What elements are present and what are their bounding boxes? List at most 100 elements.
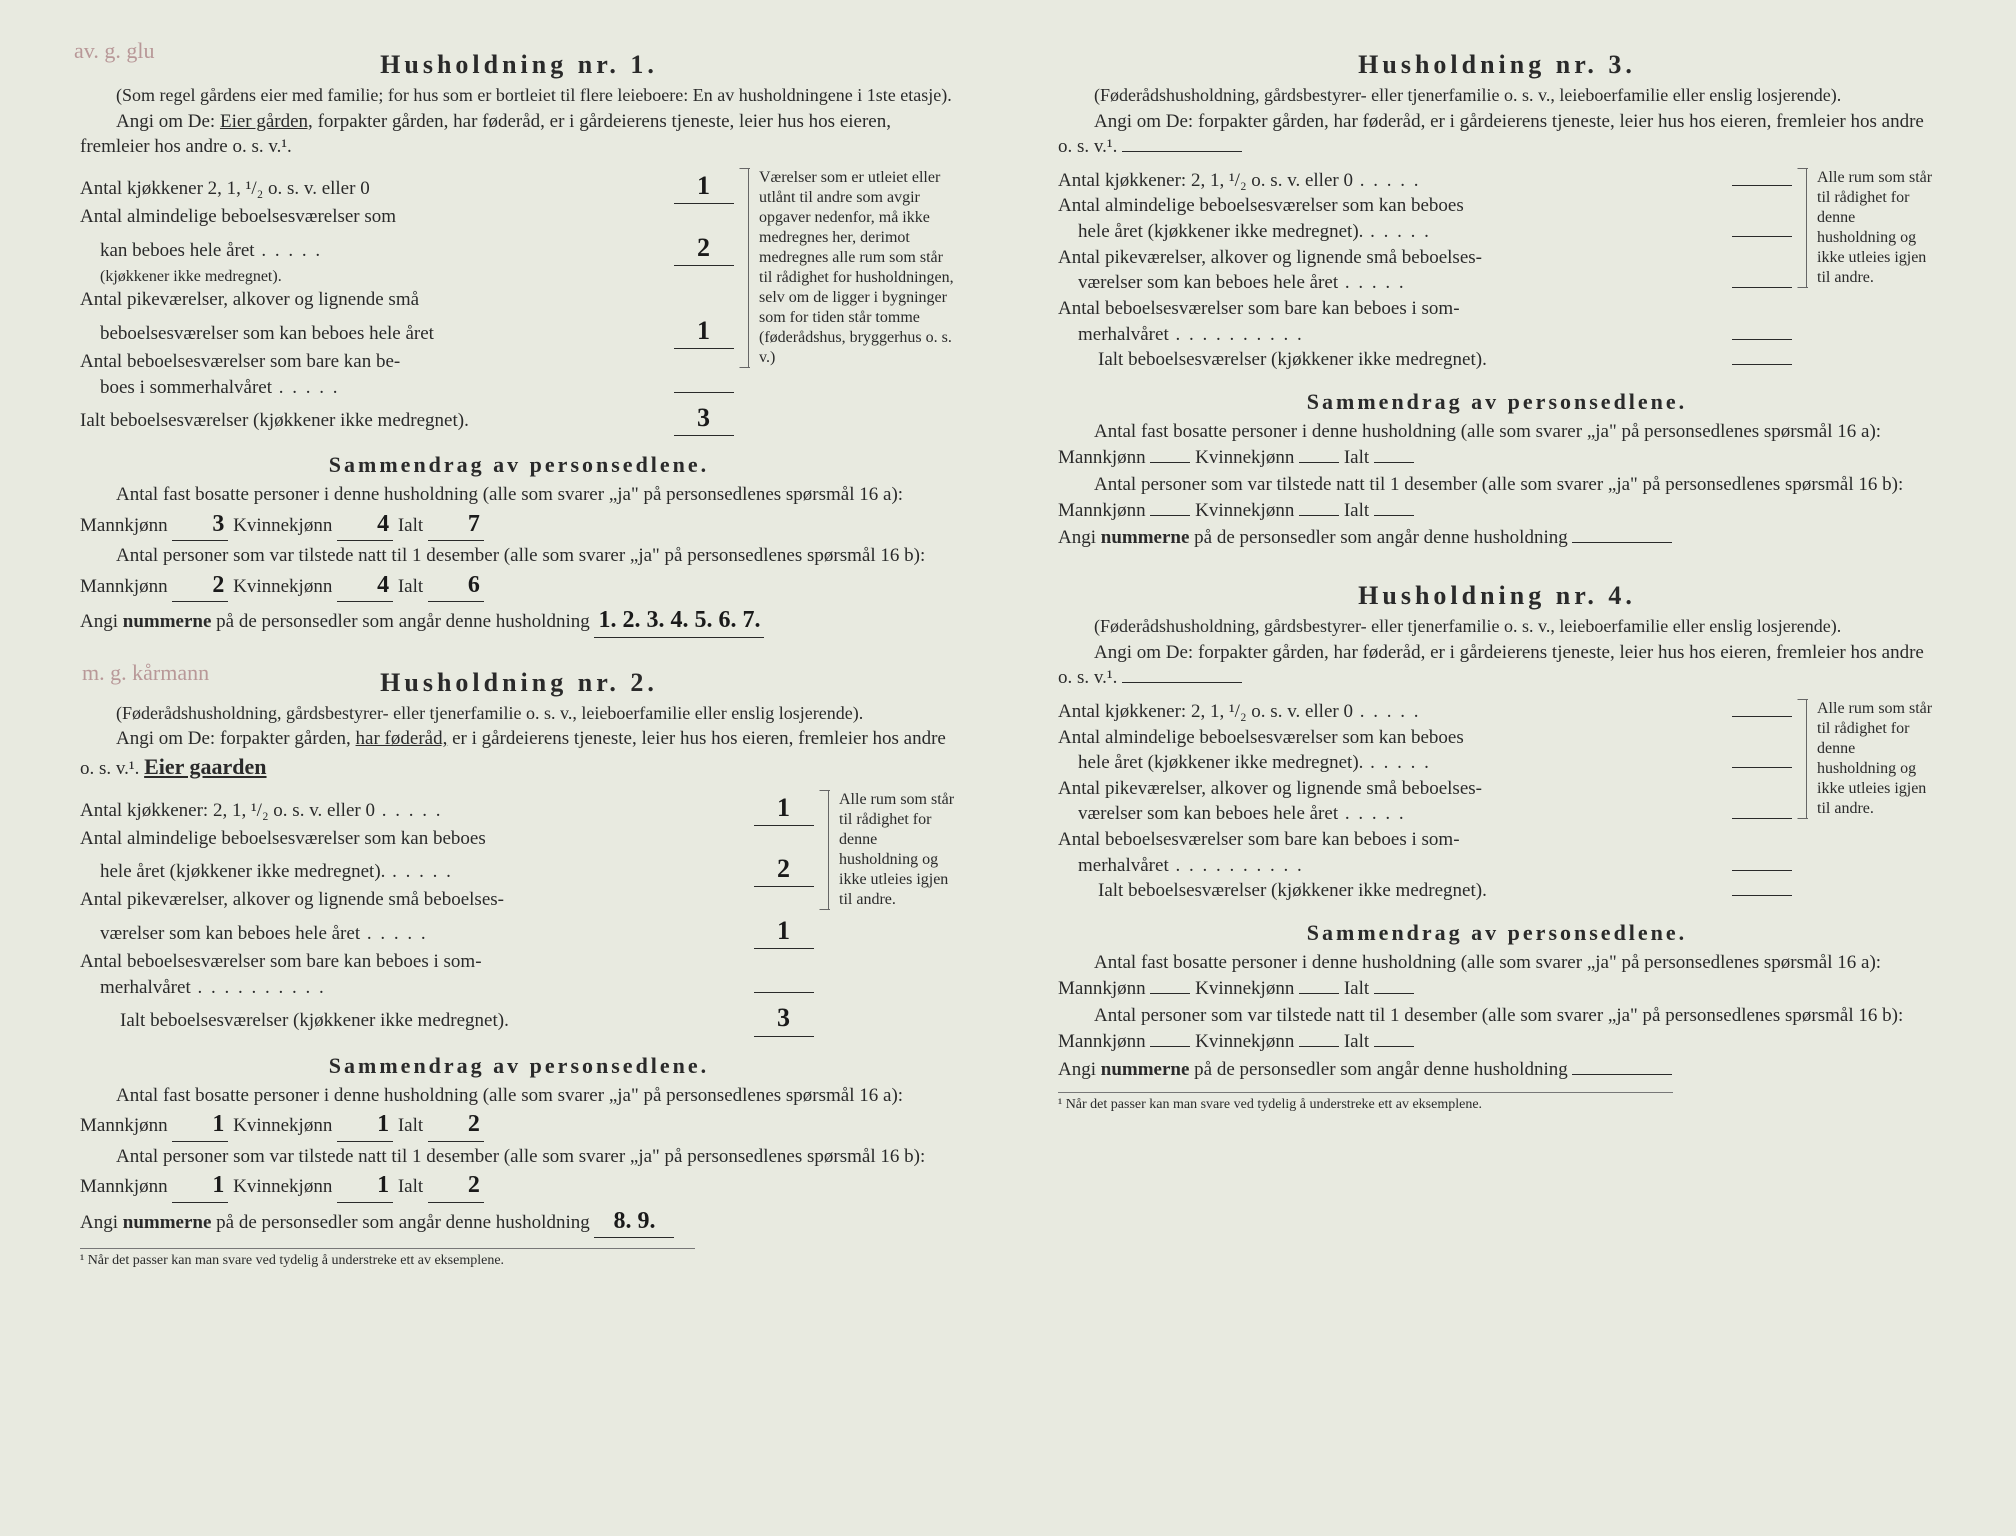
s2-i: 2: [428, 1169, 484, 1202]
s2-i: 6: [428, 569, 484, 602]
s2-m: 2: [172, 569, 228, 602]
s3-val: 1. 2. 3. 4. 5. 6. 7.: [594, 604, 764, 637]
r2b-val: [1732, 767, 1792, 768]
h1-title: Husholdning nr. 1.: [80, 50, 958, 80]
h1-r1: Antal kjøkkener 2, 1, ¹/₂ o. s. v. eller…: [80, 168, 734, 204]
h2-r1: Antal kjøkkener: 2, 1, ¹/₂ o. s. v. elle…: [80, 790, 814, 826]
h1-s2: Antal personer som var tilstede natt til…: [80, 543, 958, 602]
r5-val: [1732, 364, 1792, 365]
r4b-label: merhalvåret: [1058, 322, 1724, 348]
dots-icon: [1353, 701, 1421, 722]
mann-label: Mannkjønn: [1058, 978, 1146, 999]
ialt-label: Ialt: [1344, 447, 1369, 468]
r2b-label: hele året (kjøkkener ikke medregnet).: [1058, 750, 1724, 776]
pencil-note-1: av. g. glu: [74, 38, 154, 64]
ialt-label: Ialt: [1344, 1031, 1369, 1052]
s1-m: 3: [172, 508, 228, 541]
h1-r2a: Antal almindelige beboelsesværelser som: [80, 204, 734, 230]
r4b-label: merhalvåret: [1058, 853, 1724, 879]
h3-rows-block: Antal kjøkkener: 2, 1, ¹/₂ o. s. v. elle…: [1058, 168, 1936, 373]
h3-r3b: værelser som kan beboes hele året: [1058, 270, 1792, 296]
h4-intro: (Føderådshusholdning, gårdsbestyrer- ell…: [1058, 615, 1936, 638]
h3-r2b: hele året (kjøkkener ikke medregnet).: [1058, 219, 1792, 245]
s2-m: [1150, 515, 1190, 516]
mann-label: Mannkjønn: [80, 1115, 168, 1136]
angi-prefix: Angi om De:: [116, 728, 215, 749]
s3-pre: Angi: [1058, 1059, 1096, 1080]
fill-line: [1122, 682, 1242, 683]
ialt-label: Ialt: [1344, 978, 1369, 999]
angi-prefix: Angi om De:: [116, 111, 215, 132]
h2-r3b: værelser som kan beboes hele året 1: [80, 913, 814, 949]
h4-title: Husholdning nr. 4.: [1058, 581, 1936, 611]
mann-label: Mannkjønn: [80, 1176, 168, 1197]
h1-r3a: Antal pikeværelser, alkover og lignende …: [80, 287, 734, 313]
h4-r4a: Antal beboelsesværelser som bare kan beb…: [1058, 827, 1792, 853]
h1-angi: Angi om De: Eier gården, forpakter gårde…: [80, 109, 958, 160]
s2-k: 4: [337, 569, 393, 602]
h3-summary-title: Sammendrag av personsedlene.: [1058, 389, 1936, 415]
s1-m: [1150, 993, 1190, 994]
s2-m: [1150, 1046, 1190, 1047]
s3-pre: Angi: [1058, 527, 1096, 548]
r4b-val: [1732, 339, 1792, 340]
h3-angi: Angi om De: forpakter gården, har føderå…: [1058, 109, 1936, 160]
h1-sidenote: Værelser som er utleiet eller utlånt til…: [748, 168, 958, 368]
r4b-val: [1732, 870, 1792, 871]
angi-text: forpakter gården,: [220, 728, 351, 749]
mann-label: Mannkjønn: [1058, 500, 1146, 521]
s3-pre: Angi: [80, 611, 118, 632]
kvinne-label: Kvinnekjønn: [1195, 1031, 1294, 1052]
kvinne-label: Kvinnekjønn: [1195, 978, 1294, 999]
kvinne-label: Kvinnekjønn: [233, 1176, 332, 1197]
r2b-val: 2: [674, 230, 734, 266]
s1-pre: Antal fast bosatte personer i denne hush…: [1094, 421, 1881, 442]
r5-label: Ialt beboelsesværelser (kjøkkener ikke m…: [1058, 878, 1724, 904]
h2-r4b: merhalvåret: [80, 975, 814, 1001]
s3-bold: nummerne: [123, 611, 212, 632]
h2-r2a: Antal almindelige beboelsesværelser som …: [80, 826, 814, 852]
household-3: Husholdning nr. 3. (Føderådshusholdning,…: [1058, 50, 1936, 551]
s1-pre: Antal fast bosatte personer i denne hush…: [1094, 952, 1881, 973]
h3-r1: Antal kjøkkener: 2, 1, ¹/₂ o. s. v. elle…: [1058, 168, 1792, 194]
h3-s3: Angi nummerne på de personsedler som ang…: [1058, 525, 1936, 551]
r1-label: Antal kjøkkener 2, 1, ¹/₂ o. s. v. eller…: [80, 176, 666, 202]
fill-line: [1122, 151, 1242, 152]
h2-rows-block: Antal kjøkkener: 2, 1, ¹/₂ o. s. v. elle…: [80, 790, 958, 1037]
r4b-label: boes i sommerhalvåret: [80, 375, 666, 401]
r5-val: 3: [674, 400, 734, 436]
kvinne-label: Kvinnekjønn: [1195, 500, 1294, 521]
dots-icon: [375, 800, 443, 821]
dots-icon: [1338, 272, 1406, 293]
s3-pre: Angi: [80, 1212, 118, 1233]
r4b-val: [754, 992, 814, 993]
h4-s2: Antal personer som var tilstede natt til…: [1058, 1003, 1936, 1054]
h2-s2: Antal personer som var tilstede natt til…: [80, 1144, 958, 1203]
s1-m: 1: [172, 1108, 228, 1141]
r3b-label: beboelsesværelser som kan beboes hele år…: [80, 321, 666, 347]
h1-s1: Antal fast bosatte personer i denne hush…: [80, 482, 958, 541]
h3-r3a: Antal pikeværelser, alkover og lignende …: [1058, 245, 1792, 271]
s1-k: [1299, 462, 1339, 463]
r5-label: Ialt beboelsesværelser (kjøkkener ikke m…: [80, 1008, 746, 1034]
s1-pre: Antal fast bosatte personer i denne hush…: [116, 484, 903, 505]
h3-s2: Antal personer som var tilstede natt til…: [1058, 472, 1936, 523]
angi-underlined: Eier gården,: [220, 111, 313, 132]
dots-icon: [385, 861, 453, 882]
r3b-val: 1: [754, 913, 814, 949]
mann-label: Mannkjønn: [80, 515, 168, 536]
r4b-val: [674, 392, 734, 393]
dots-icon: [255, 240, 323, 261]
s2-k: 1: [337, 1169, 393, 1202]
h1-s3: Angi nummerne på de personsedler som ang…: [80, 604, 958, 637]
dots-icon: [1338, 803, 1406, 824]
s3-bold: nummerne: [1101, 1059, 1190, 1080]
h3-sidenote: Alle rum som står til rådighet for denne…: [1806, 168, 1936, 288]
dots-icon: [265, 977, 326, 998]
s3-rest: på de personsedler som angår denne husho…: [1194, 527, 1568, 548]
h3-r4a: Antal beboelsesværelser som bare kan beb…: [1058, 296, 1792, 322]
kvinne-label: Kvinnekjønn: [233, 576, 332, 597]
h4-s1: Antal fast bosatte personer i denne hush…: [1058, 950, 1936, 1001]
r1-label: Antal kjøkkener: 2, 1, ¹/₂ o. s. v. elle…: [1058, 168, 1724, 194]
s2-pre: Antal personer som var tilstede natt til…: [116, 1146, 925, 1167]
